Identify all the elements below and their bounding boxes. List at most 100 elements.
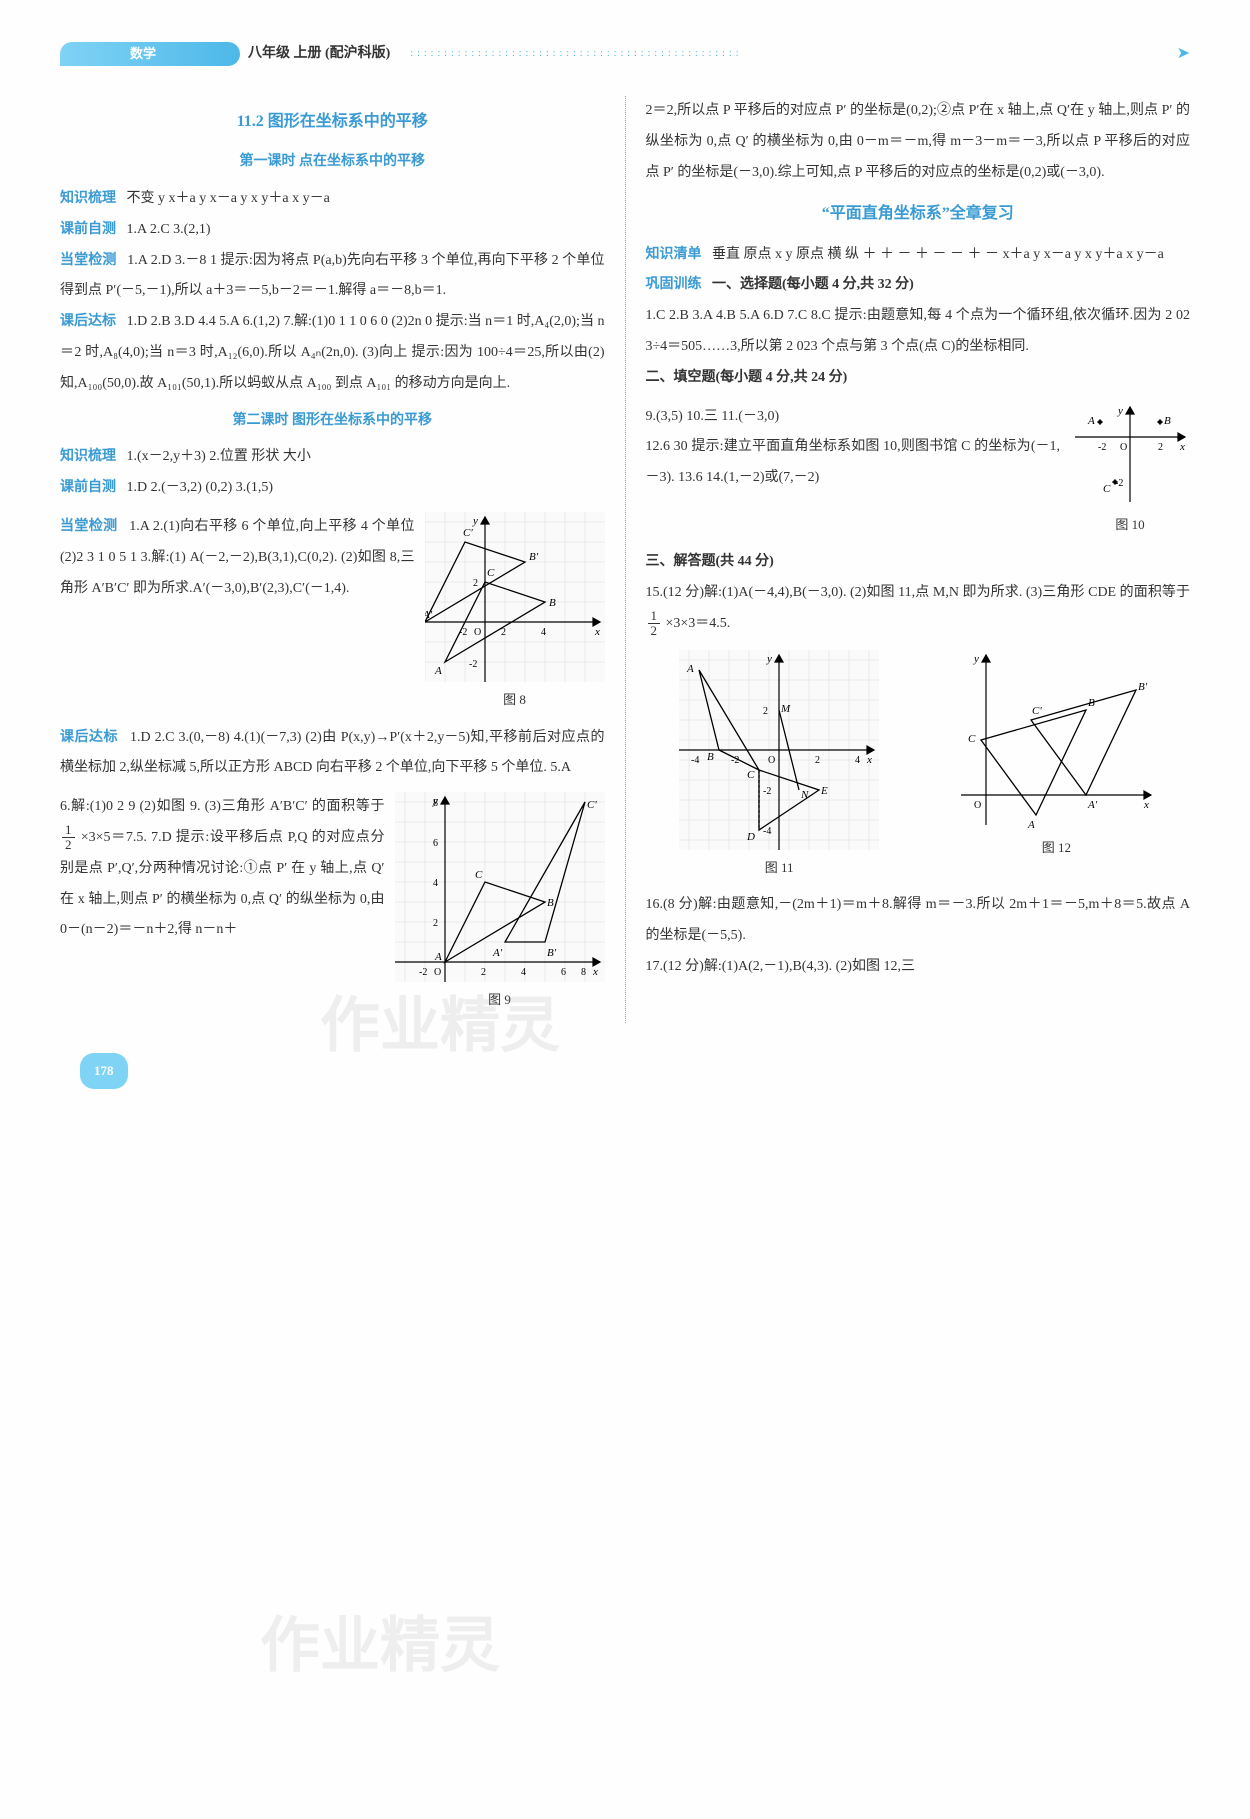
svg-text:x: x (1179, 441, 1185, 453)
svg-text:A′: A′ (492, 947, 503, 959)
label-pretest: 课前自测 (60, 222, 116, 237)
svg-text:B: B (707, 751, 714, 763)
svg-text:A: A (434, 665, 442, 677)
svg-text:y: y (1117, 405, 1123, 417)
svg-text:C: C (1103, 483, 1111, 495)
q16-text: 16.(8 分)解:由题意知,－(2m＋1)＝m＋8.解得 m＝－3.所以 2m… (646, 890, 1191, 952)
svg-text:A: A (434, 951, 442, 963)
label-practice: 巩固训练 (646, 277, 702, 292)
svg-text:O: O (1120, 442, 1127, 453)
inclass-with-figure: 当堂检测 1.A 2.(1)向右平移 6 个单位,向上平移 4 个单位 (2)2… (60, 512, 605, 715)
svg-text:4: 4 (433, 878, 438, 889)
svg-text:8: 8 (581, 967, 586, 978)
knowledge-text: 不变 y x＋a y x－a y x y＋a x y－a (127, 191, 330, 206)
watermark: 作业精灵 (260, 1580, 500, 1712)
svg-text:y: y (973, 653, 979, 665)
left-column: 11.2 图形在坐标系中的平移 第一课时 点在坐标系中的平移 知识梳理 不变 y… (60, 96, 605, 1023)
svg-text:C: C (968, 733, 976, 745)
afterclass-with-figure-9: 6.解:(1)0 2 9 (2)如图 9. (3)三角形 A′B′C′ 的面积等… (60, 792, 605, 1015)
figure-11-caption: 图 11 (765, 854, 794, 883)
svg-text:y: y (766, 653, 772, 665)
review-title: “平面直角坐标系”全章复习 (646, 196, 1191, 231)
q15-body: 15.(12 分)解:(1)A(－4,4),B(－3,0). (2)如图 11,… (646, 585, 1191, 600)
q17-text: 17.(12 分)解:(1)A(2,－1),B(4,3). (2)如图 12,三 (646, 952, 1191, 983)
svg-text:x: x (592, 966, 598, 978)
label-pretest: 课前自测 (60, 480, 116, 495)
svg-text:-4: -4 (691, 755, 699, 766)
fraction-half: 12 (648, 609, 661, 639)
fill-answers-1: 9.(3,5) 10.三 11.(－3,0) (646, 402, 1061, 433)
figure-9: x y O -22468 2468 A B C A′ B′ C′ 图 (395, 792, 605, 1015)
svg-text:B′: B′ (1138, 681, 1148, 693)
knowledge-block-2: 知识梳理 1.(x－2,y＋3) 2.位置 形状 大小 (60, 442, 605, 473)
figure-9-caption: 图 9 (488, 986, 511, 1015)
svg-text:4: 4 (541, 627, 546, 638)
svg-text:2: 2 (433, 918, 438, 929)
pretest-text: 1.A 2.C 3.(2,1) (127, 222, 211, 237)
select-answers: 1.C 2.B 3.A 4.B 5.A 6.D 7.C 8.C 提示:由题意知,… (646, 301, 1191, 363)
svg-text:B′: B′ (529, 551, 539, 563)
svg-text:4: 4 (521, 967, 526, 978)
svg-text:O: O (974, 800, 981, 811)
svg-text:N: N (800, 789, 809, 801)
afterclass-block-2a: 课后达标 1.D 2.C 3.(0,－8) 4.(1)(－7,3) (2)由 P… (60, 723, 605, 785)
svg-text:C′: C′ (587, 799, 597, 811)
svg-text:-2: -2 (1098, 442, 1106, 453)
afterclass-block: 课后达标 1.D 2.B 3.D 4.4 5.A 6.(1,2) 7.解:(1)… (60, 307, 605, 399)
q15-after: ×3×3＝4.5. (666, 616, 731, 631)
pretest-text-2: 1.D 2.(－3,2) (0,2) 3.(1,5) (127, 480, 274, 495)
figure-10-svg: x y O -22 -2 A B C (1070, 402, 1190, 507)
right-column: 2＝2,所以点 P 平移后的对应点 P′ 的坐标是(0,2);②点 P′在 x … (646, 96, 1191, 1023)
section-title: 11.2 图形在坐标系中的平移 (60, 104, 605, 139)
svg-text:y: y (472, 515, 478, 527)
pretest-block: 课前自测 1.A 2.C 3.(2,1) (60, 215, 605, 246)
subject-badge: 数学 (60, 42, 240, 66)
svg-text:2: 2 (1158, 442, 1163, 453)
page-number: 178 (80, 1053, 128, 1090)
label-knowledge: 知识梳理 (60, 191, 116, 206)
label-inclass: 当堂检测 (60, 519, 118, 534)
fill-answers-2: 12.6 30 提示:建立平面直角坐标系如图 10,则图书馆 C 的坐标为(－1… (646, 432, 1061, 494)
svg-text:x: x (594, 626, 600, 638)
svg-text:-2: -2 (419, 967, 427, 978)
figure-8: x y O -224 2-2 A B C A′ B′ C′ 图 8 (425, 512, 605, 715)
figure-10: x y O -22 -2 A B C 图 10 (1070, 402, 1190, 540)
inclass-text: 1.A 2.D 3.－8 1 提示:因为将点 P(a,b)先向右平移 3 个单位… (60, 253, 605, 299)
figure-9-svg: x y O -22468 2468 A B C A′ B′ C′ (395, 792, 605, 982)
afterclass-text-2b: 6.解:(1)0 2 9 (2)如图 9. (3)三角形 A′B′C′ 的面积等… (60, 799, 385, 814)
svg-text:x: x (866, 754, 872, 766)
solve-title: 三、解答题(共 44 分) (646, 554, 774, 569)
continuation-text: 2＝2,所以点 P 平移后的对应点 P′ 的坐标是(0,2);②点 P′在 x … (646, 96, 1191, 188)
svg-text:O: O (768, 755, 775, 766)
svg-text:B: B (549, 597, 556, 609)
column-divider (625, 96, 626, 1023)
svg-text:B′: B′ (547, 947, 557, 959)
figure-11: x y O -4-224 2-2-4 A B C D E (679, 650, 879, 883)
svg-text:A: A (1027, 819, 1035, 830)
knowledge-block: 知识梳理 不变 y x＋a y x－a y x y＋a x y－a (60, 184, 605, 215)
svg-text:O: O (434, 967, 441, 978)
knowledge-text-2: 1.(x－2,y＋3) 2.位置 形状 大小 (127, 449, 311, 464)
figure-8-svg: x y O -224 2-2 A B C A′ B′ C′ (425, 512, 605, 682)
grade-text: 八年级 上册 (配沪科版) (248, 39, 390, 70)
svg-text:8: 8 (433, 798, 438, 809)
svg-text:-2: -2 (763, 786, 771, 797)
svg-text:2: 2 (815, 755, 820, 766)
section-2-title: 二、填空题(每小题 4 分,共 24 分) (646, 363, 1191, 394)
page-number-container: 178 (80, 1053, 1190, 1090)
svg-text:C: C (487, 567, 495, 579)
label-knowledge: 知识梳理 (60, 449, 116, 464)
pretest-block-2: 课前自测 1.D 2.(－3,2) (0,2) 3.(1,5) (60, 473, 605, 504)
subsection-title: 第一课时 点在坐标系中的平移 (60, 147, 605, 178)
header-dots: ::::::::::::::::::::::::::::::::::::::::… (410, 43, 1176, 65)
section-3-title: 三、解答题(共 44 分) (646, 547, 1191, 578)
afterclass-text: 1.D 2.B 3.D 4.4 5.A 6.(1,2) 7.解:(1)0 1 1… (60, 314, 605, 391)
figure-12: x y O A B C A′ B′ C′ 图 12 (956, 650, 1156, 863)
practice-header: 巩固训练 一、选择题(每小题 4 分,共 32 分) (646, 270, 1191, 301)
svg-text:M: M (780, 703, 791, 715)
label-afterclass: 课后达标 (60, 314, 116, 329)
svg-text:O: O (474, 627, 481, 638)
page-header: 数学 八年级 上册 (配沪科版) :::::::::::::::::::::::… (60, 40, 1190, 68)
fill-with-figure-10: 9.(3,5) 10.三 11.(－3,0) 12.6 30 提示:建立平面直角… (646, 402, 1191, 540)
inclass-block-2: 当堂检测 1.A 2.(1)向右平移 6 个单位,向上平移 4 个单位 (2)2… (60, 512, 415, 604)
